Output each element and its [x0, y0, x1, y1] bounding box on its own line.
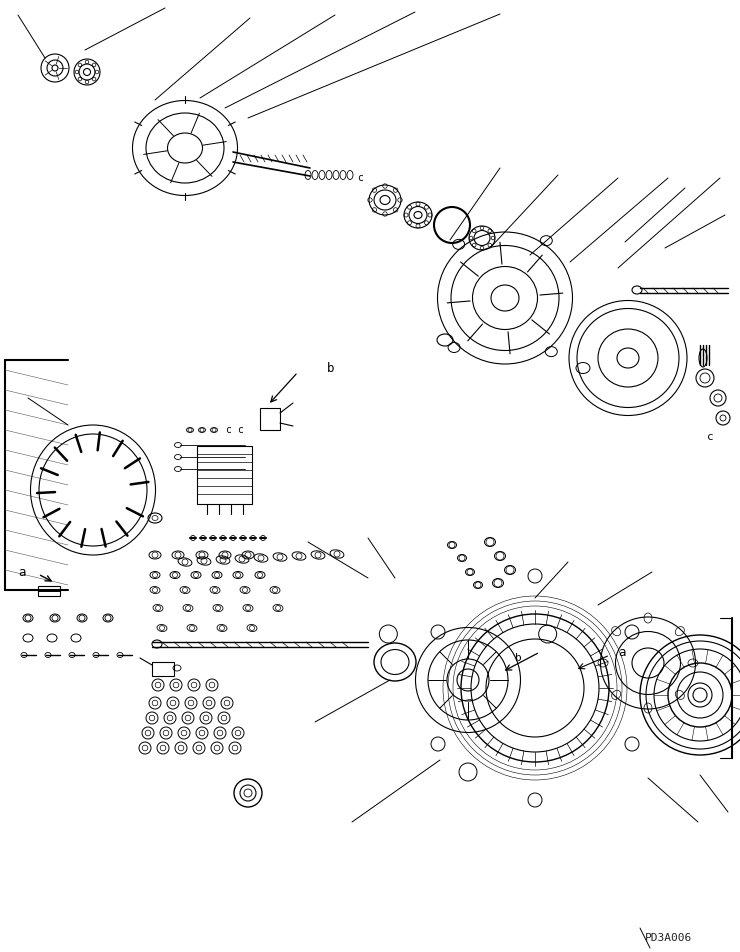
Text: c: c	[707, 432, 713, 442]
Text: c: c	[357, 173, 363, 183]
Text: a: a	[18, 565, 25, 579]
Bar	[197, 446, 252, 504]
Text: c: c	[225, 425, 231, 435]
Text: a: a	[618, 645, 625, 659]
Text: PD3A006: PD3A006	[645, 933, 692, 943]
Text: b: b	[514, 653, 522, 663]
Bar	[38, 586, 60, 596]
Bar	[152, 662, 174, 676]
Text: b: b	[327, 362, 334, 374]
Text: c: c	[237, 425, 243, 435]
Bar	[260, 408, 280, 430]
